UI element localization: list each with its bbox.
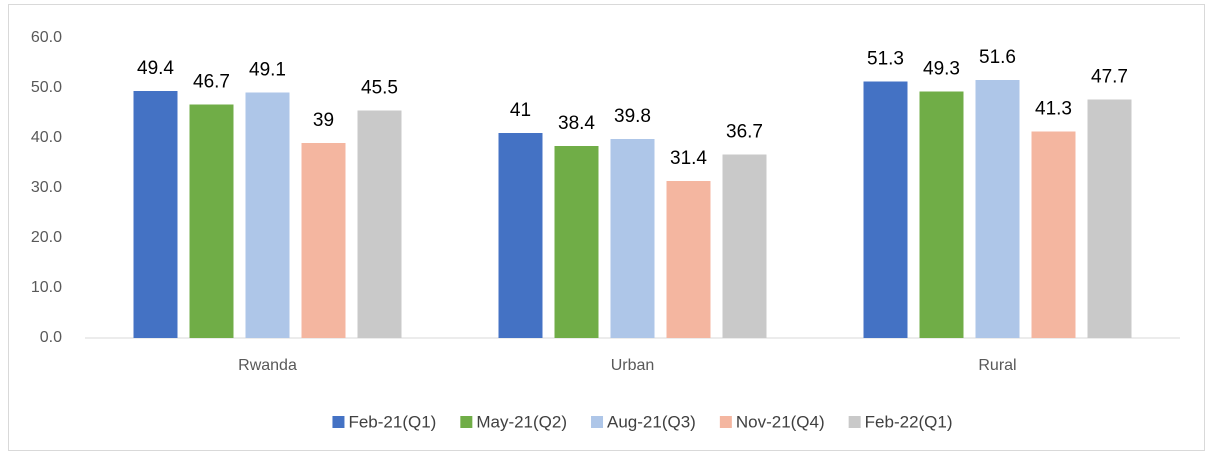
bar bbox=[498, 133, 543, 338]
y-tick-label: 30.0 bbox=[31, 179, 62, 196]
legend-swatch bbox=[719, 416, 732, 428]
bar bbox=[301, 143, 346, 338]
data-label: 36.7 bbox=[726, 122, 763, 143]
data-label: 39.8 bbox=[614, 106, 651, 127]
y-tick-label: 10.0 bbox=[31, 279, 62, 296]
data-label: 41.3 bbox=[1035, 99, 1072, 120]
data-label: 39 bbox=[313, 110, 334, 131]
data-label: 51.6 bbox=[979, 47, 1016, 68]
legend-label: Feb-21(Q1) bbox=[348, 412, 436, 431]
legend-label: Nov-21(Q4) bbox=[736, 412, 825, 431]
bar bbox=[1087, 99, 1132, 338]
x-tick-label: Urban bbox=[611, 357, 655, 374]
data-label: 45.5 bbox=[361, 78, 398, 99]
data-label: 46.7 bbox=[193, 72, 230, 93]
legend-label: May-21(Q2) bbox=[476, 412, 567, 431]
bar bbox=[610, 139, 655, 338]
legend-swatch bbox=[332, 416, 345, 428]
bar bbox=[357, 110, 402, 338]
bar bbox=[1031, 131, 1076, 338]
bar bbox=[919, 91, 964, 338]
y-tick-label: 60.0 bbox=[31, 29, 62, 46]
legend-swatch bbox=[848, 416, 861, 428]
x-tick-label: Rural bbox=[978, 357, 1016, 374]
data-label: 51.3 bbox=[867, 49, 904, 70]
bar bbox=[722, 154, 767, 338]
data-label: 49.3 bbox=[923, 59, 960, 80]
bar bbox=[189, 104, 234, 338]
x-tick-label: Rwanda bbox=[238, 357, 297, 374]
bar bbox=[133, 91, 178, 338]
y-tick-label: 40.0 bbox=[31, 129, 62, 146]
data-label: 41 bbox=[510, 100, 531, 121]
data-label: 38.4 bbox=[558, 113, 595, 134]
bar bbox=[666, 181, 711, 338]
y-tick-label: 0.0 bbox=[40, 329, 62, 346]
data-label: 49.1 bbox=[249, 60, 286, 81]
legend-label: Aug-21(Q3) bbox=[607, 412, 696, 431]
legend-label: Feb-22(Q1) bbox=[865, 412, 953, 431]
y-tick-label: 50.0 bbox=[31, 79, 62, 96]
data-label: 47.7 bbox=[1091, 67, 1128, 88]
bar bbox=[245, 92, 290, 338]
y-tick-label: 20.0 bbox=[31, 229, 62, 246]
data-label: 31.4 bbox=[670, 148, 707, 169]
bar bbox=[975, 80, 1020, 338]
chart-frame bbox=[8, 4, 1205, 451]
legend-swatch bbox=[591, 416, 604, 428]
legend-swatch bbox=[460, 416, 473, 428]
bar bbox=[863, 81, 908, 338]
bar bbox=[554, 146, 599, 338]
data-label: 49.4 bbox=[137, 58, 174, 79]
